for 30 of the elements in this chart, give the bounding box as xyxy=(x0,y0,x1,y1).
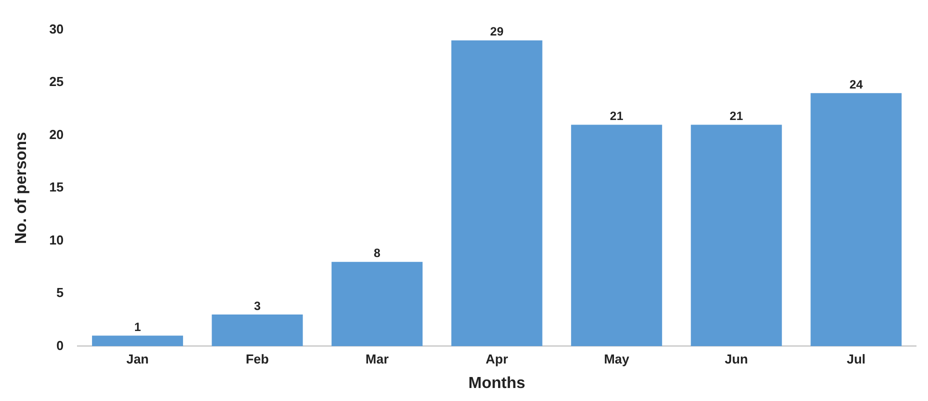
x-tick-label: May xyxy=(604,352,630,367)
bar xyxy=(810,93,902,346)
data-label: 29 xyxy=(490,24,504,39)
x-tick-label: Jan xyxy=(126,352,149,367)
y-tick-label: 10 xyxy=(49,232,64,248)
x-tick-label: Jul xyxy=(846,352,866,367)
data-label: 24 xyxy=(849,77,864,92)
y-tick-label: 15 xyxy=(49,180,64,195)
x-tick-label: Mar xyxy=(366,352,389,367)
data-label: 21 xyxy=(610,109,624,124)
bar xyxy=(212,314,303,346)
y-axis-title: No. of persons xyxy=(13,132,30,244)
x-axis-title: Months xyxy=(468,374,526,392)
y-tick-label: 20 xyxy=(49,126,64,142)
data-label: 21 xyxy=(730,109,744,124)
y-tick-label: 5 xyxy=(56,285,64,300)
y-tick-label: 0 xyxy=(56,338,64,353)
bar xyxy=(571,124,662,346)
bar xyxy=(690,124,782,346)
bar xyxy=(451,40,542,346)
data-label: 3 xyxy=(254,298,261,313)
y-tick-label: 25 xyxy=(49,74,64,90)
y-tick-label: 30 xyxy=(49,21,64,36)
bar xyxy=(332,262,423,346)
bar xyxy=(92,336,184,346)
x-tick-label: Apr xyxy=(486,352,508,367)
x-tick-label: Feb xyxy=(246,352,269,367)
x-tick-label: Jun xyxy=(724,352,748,367)
data-label: 1 xyxy=(134,320,142,334)
data-label: 8 xyxy=(374,246,381,260)
